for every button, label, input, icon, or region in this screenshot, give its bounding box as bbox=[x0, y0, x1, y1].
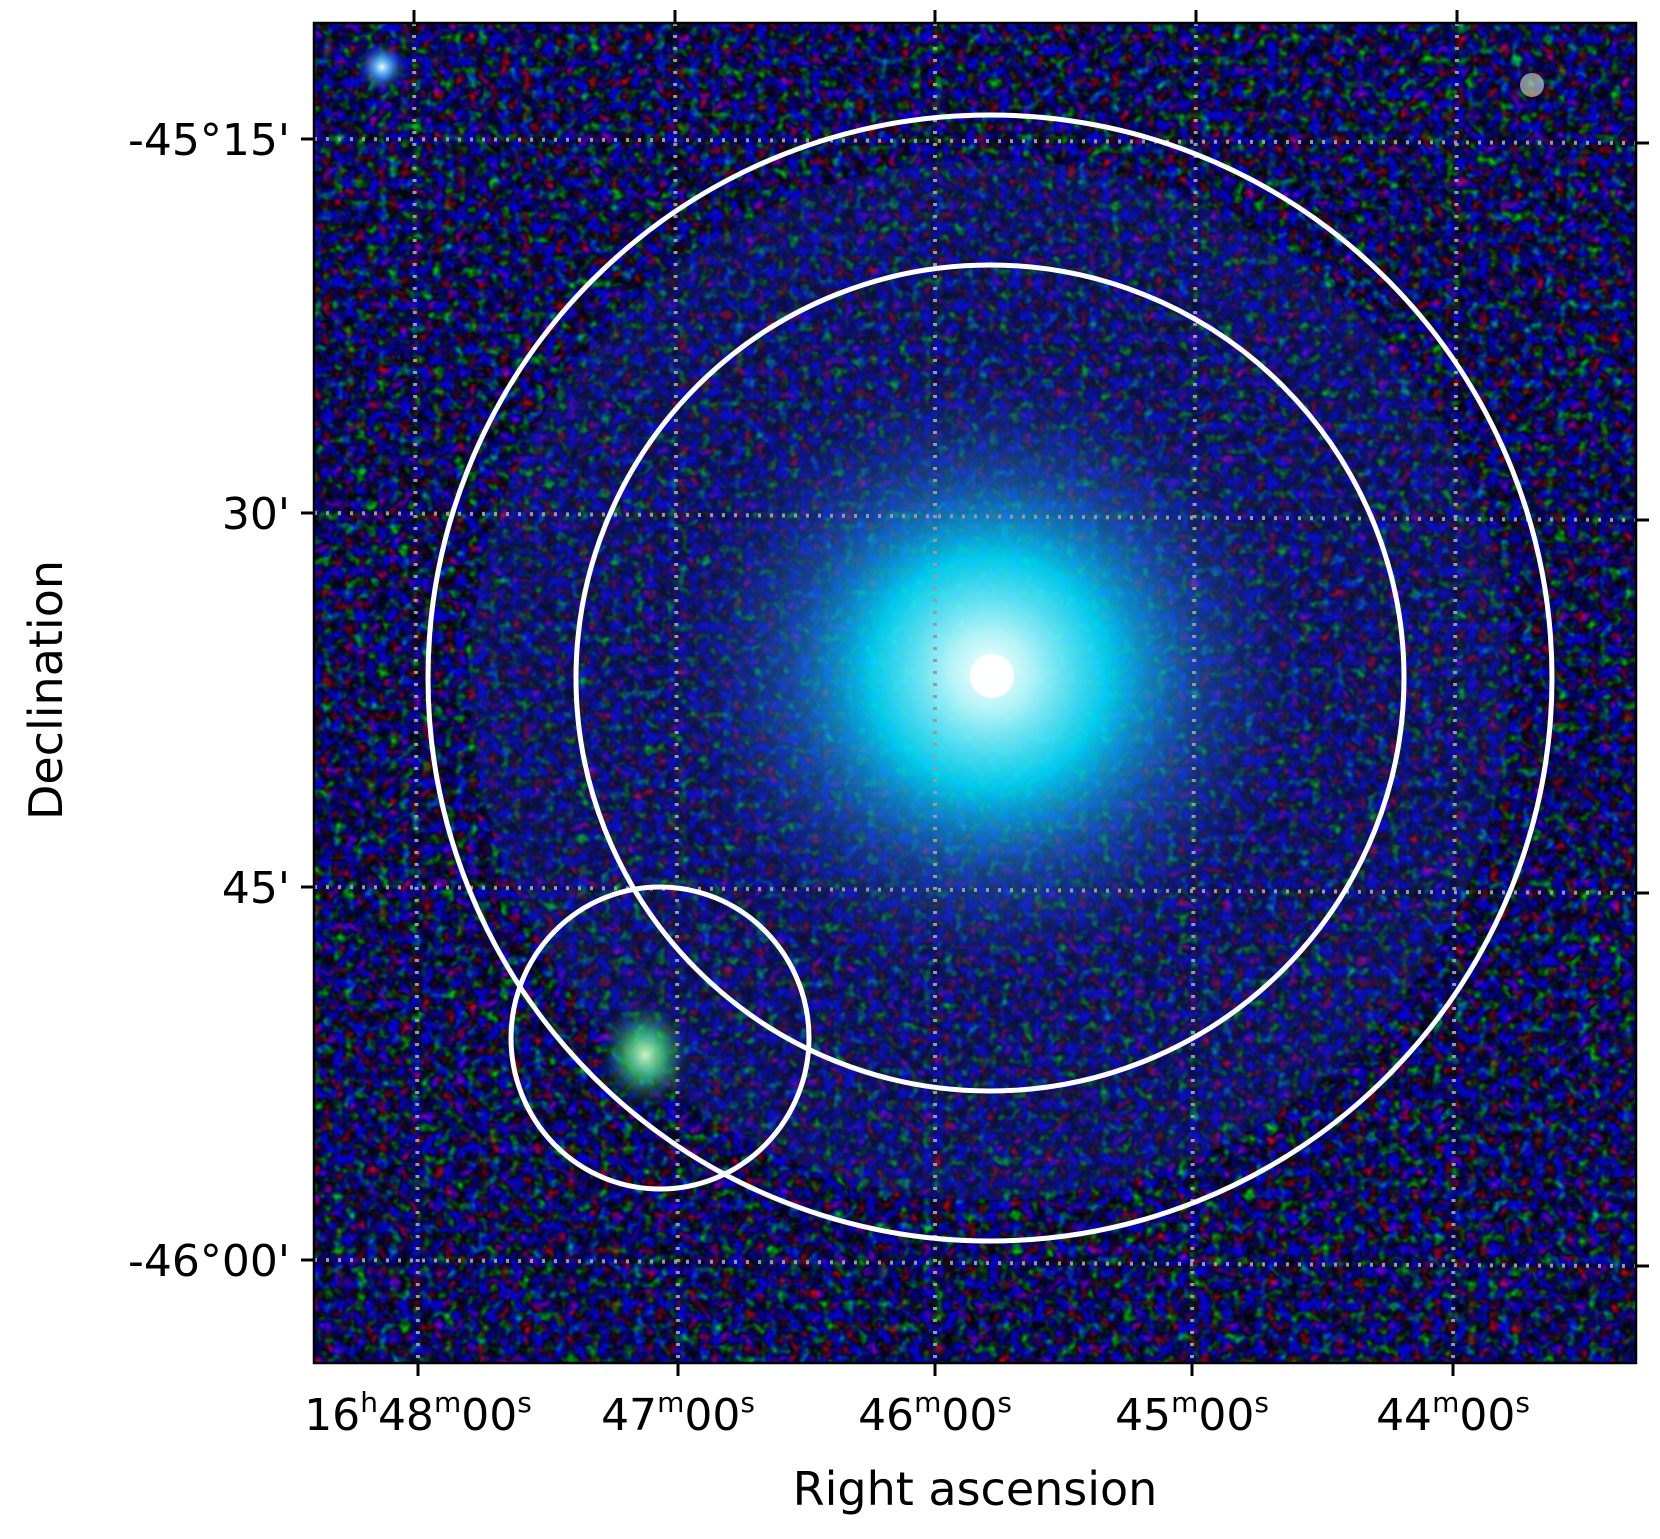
blue-point-source bbox=[356, 41, 408, 93]
x-tick-label: 44m00s bbox=[1376, 1386, 1530, 1441]
tick-marks bbox=[301, 10, 1649, 1376]
x-axis-label: Right ascension bbox=[793, 1462, 1158, 1516]
y-tick-label: 45' bbox=[222, 863, 290, 914]
offset-source-region bbox=[508, 884, 812, 1192]
y-tick-labels: -45°15' 30' 45' -46°00' bbox=[128, 115, 290, 1287]
x-tick-labels: 16h48m00s 47m00s 46m00s 45m00s 44m00s bbox=[304, 1386, 1530, 1441]
central-core bbox=[970, 654, 1014, 698]
green-point-source bbox=[597, 1000, 693, 1110]
plot-frame bbox=[312, 21, 1638, 1365]
y-tick-label: -45°15' bbox=[128, 115, 290, 166]
x-tick-label: 45m00s bbox=[1115, 1386, 1269, 1441]
faint-point-source bbox=[1520, 73, 1544, 97]
inner-ring-region bbox=[573, 262, 1407, 1094]
x-tick-label: 47m00s bbox=[601, 1386, 755, 1441]
coordinate-grid bbox=[314, 23, 1636, 1363]
x-tick-label: 46m00s bbox=[858, 1386, 1012, 1441]
y-tick-label: -46°00' bbox=[128, 1236, 290, 1287]
x-tick-label: 16h48m00s bbox=[304, 1386, 532, 1441]
outer-ring-region bbox=[425, 112, 1555, 1244]
y-tick-label: 30' bbox=[222, 489, 290, 540]
y-axis-label: Declination bbox=[19, 560, 73, 820]
